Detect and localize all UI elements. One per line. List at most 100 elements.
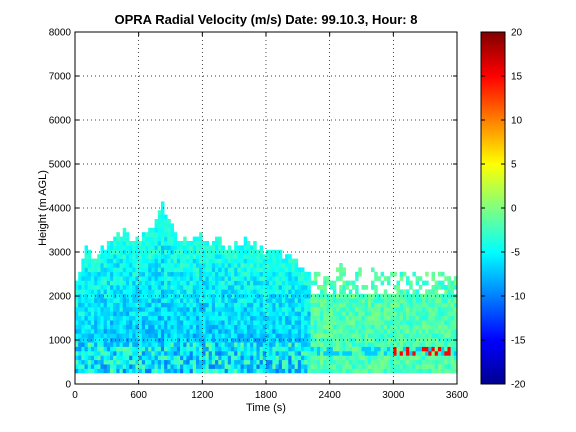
- heat-cell: [377, 302, 381, 308]
- heat-cell: [227, 342, 232, 347]
- heat-cell: [90, 368, 95, 374]
- heat-cell: [113, 285, 117, 290]
- heat-cell: [170, 329, 174, 334]
- heat-cell: [94, 285, 98, 290]
- heat-cell: [211, 285, 216, 290]
- heat-cell: [167, 285, 171, 290]
- heat-cell: [297, 324, 302, 330]
- heat-cell: [291, 359, 295, 365]
- heat-cell: [377, 368, 381, 374]
- heat-cell: [138, 315, 143, 321]
- heat-cell: [418, 342, 423, 347]
- heat-cell: [345, 302, 350, 308]
- heat-cell: [453, 280, 457, 286]
- heat-cell: [157, 280, 162, 286]
- heat-cell: [148, 298, 152, 303]
- heat-cell: [199, 289, 203, 295]
- heat-cell: [90, 263, 95, 268]
- heat-cell: [253, 333, 257, 339]
- heat-cell: [409, 329, 413, 334]
- heat-cell: [301, 333, 305, 339]
- heat-cell: [119, 293, 124, 299]
- heat-cell: [94, 307, 98, 312]
- heat-cell: [425, 368, 429, 374]
- heat-cell: [132, 263, 136, 268]
- heat-cell: [186, 285, 190, 290]
- heat-cell: [97, 254, 101, 259]
- heat-cell: [138, 355, 143, 361]
- heat-cell: [202, 320, 206, 325]
- heat-cell: [447, 364, 451, 369]
- heat-cell: [170, 223, 174, 229]
- heat-cell: [230, 346, 235, 352]
- heat-cell: [106, 329, 111, 334]
- heat-cell: [122, 298, 127, 303]
- heat-cell: [367, 355, 372, 361]
- heat-cell: [84, 368, 89, 374]
- heat-cell: [320, 302, 324, 308]
- heat-cell: [116, 346, 120, 352]
- heat-cell: [195, 280, 200, 286]
- heat-cell: [176, 263, 181, 268]
- heat-cell: [240, 311, 245, 317]
- heat-cell: [275, 289, 280, 295]
- heat-cell: [167, 293, 171, 299]
- heat-cell: [221, 333, 225, 339]
- heat-cell: [87, 267, 92, 273]
- heat-cell: [199, 333, 203, 339]
- heat-cell: [415, 302, 420, 308]
- heat-cell: [307, 285, 311, 290]
- heat-cell: [110, 241, 114, 246]
- heat-cell: [135, 271, 139, 277]
- heat-cell: [250, 276, 254, 281]
- heat-cell: [358, 311, 362, 317]
- heat-cell: [288, 355, 292, 361]
- heat-cell: [262, 307, 267, 312]
- heat-cell: [122, 315, 127, 321]
- heat-cell: [266, 320, 270, 325]
- heat-cell: [259, 333, 264, 339]
- heat-cell: [202, 324, 206, 330]
- heat-cell: [199, 293, 203, 299]
- heat-cell: [332, 307, 337, 312]
- heat-cell: [103, 285, 108, 290]
- heat-cell: [218, 258, 222, 264]
- heat-cell: [313, 346, 318, 352]
- heat-cell: [406, 298, 410, 303]
- heat-cell: [444, 307, 448, 312]
- heat-cell: [425, 271, 429, 277]
- heat-cell: [250, 311, 254, 317]
- heat-cell: [75, 368, 79, 374]
- heat-cell: [75, 324, 79, 330]
- heat-cell: [294, 307, 299, 312]
- heat-cell: [113, 245, 117, 251]
- heat-cell: [211, 337, 216, 343]
- heat-cell: [351, 298, 356, 303]
- heat-cell: [125, 271, 130, 277]
- heat-cell: [256, 368, 260, 374]
- heat-cell: [342, 315, 346, 321]
- heat-cell: [113, 359, 117, 365]
- heat-cell: [167, 329, 171, 334]
- heat-cell: [253, 311, 257, 317]
- heat-cell: [390, 324, 394, 330]
- heat-cell: [256, 254, 260, 259]
- heat-cell: [154, 346, 159, 352]
- heat-cell: [441, 320, 445, 325]
- heat-cell: [224, 263, 229, 268]
- heat-cell: [447, 289, 451, 295]
- heat-cell: [434, 298, 439, 303]
- heat-cell: [167, 280, 171, 286]
- heat-cell: [339, 346, 343, 352]
- heat-cell: [374, 355, 378, 361]
- heat-cell: [294, 293, 299, 299]
- heat-cell: [186, 276, 190, 281]
- heat-cell: [148, 271, 152, 277]
- heat-cell: [266, 324, 270, 330]
- heat-cell: [304, 280, 308, 286]
- heat-cell: [431, 324, 436, 330]
- heat-cell: [380, 315, 385, 321]
- heat-cell: [320, 351, 324, 356]
- heat-cell: [180, 355, 184, 361]
- heat-cell: [215, 342, 219, 347]
